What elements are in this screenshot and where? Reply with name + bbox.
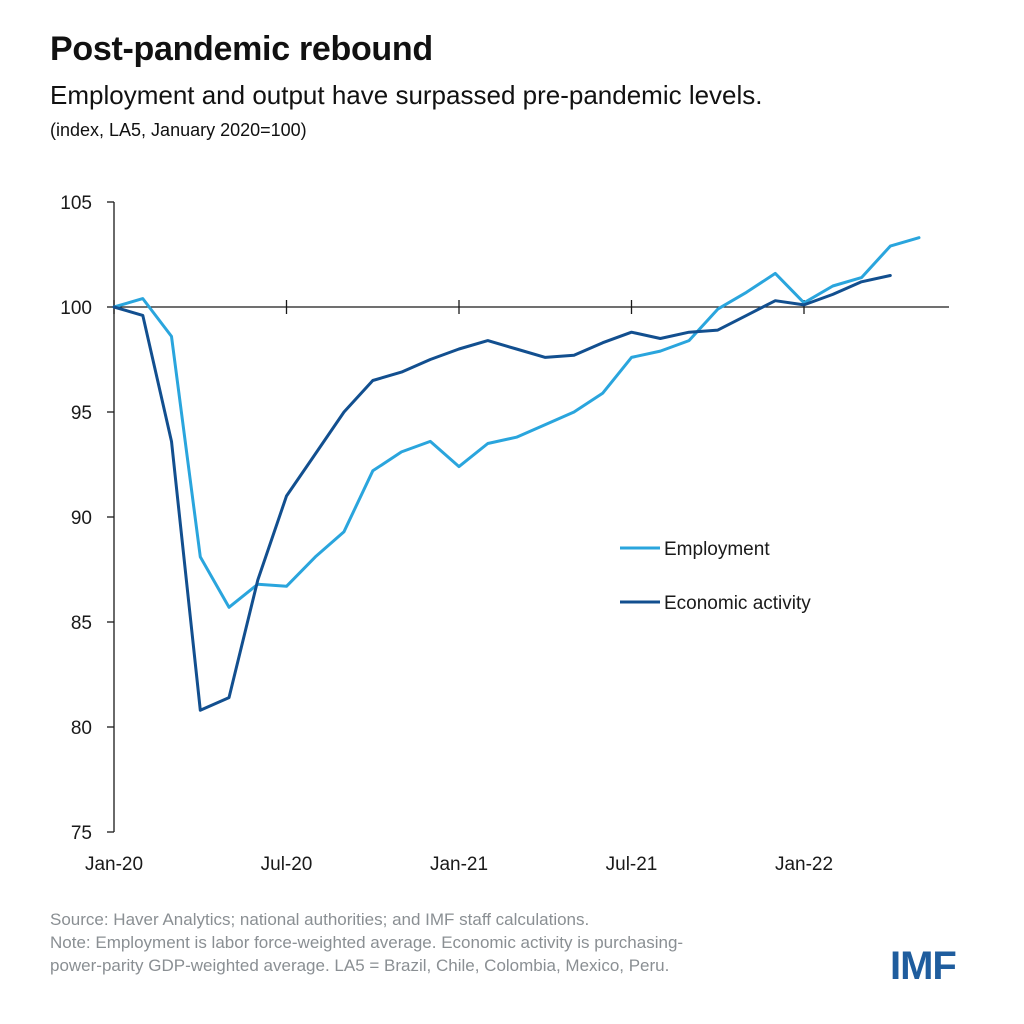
series-lines (112, 236, 921, 712)
y-tick-label-90: 90 (71, 508, 92, 529)
axes: 75 80 85 90 95 100 105 Jan-20 Jul-20 Jan-21 Jul-21… (60, 193, 949, 875)
note-line-2: power-parity GDP-weighted average. LA5 =… (50, 956, 670, 975)
x-tick-label-Jul-21: Jul-21 (606, 854, 658, 875)
legend: Employment Economic activity (620, 539, 811, 614)
chart-subtitle: Employment and output have surpassed pre… (50, 80, 763, 110)
note-line-1: Note: Employment is labor force-weighted… (50, 933, 684, 952)
legend-label-economic-activity: Economic activity (664, 593, 811, 614)
y-tick-label-100: 100 (60, 298, 92, 319)
series-line-economic-activity (112, 274, 892, 712)
y-tick-label-80: 80 (71, 718, 92, 739)
chart-units-note: (index, LA5, January 2020=100) (50, 120, 307, 140)
x-tick-label-Jan-21: Jan-21 (430, 854, 488, 875)
source-note: Source: Haver Analytics; national author… (50, 910, 590, 929)
y-tick-label-105: 105 (60, 193, 92, 214)
x-tick-label-Jan-22: Jan-22 (775, 854, 833, 875)
footnotes: Source: Haver Analytics; national author… (50, 908, 870, 977)
x-tick-label-Jul-20: Jul-20 (261, 854, 313, 875)
legend-label-employment: Employment (664, 539, 770, 560)
y-tick-label-85: 85 (71, 613, 92, 634)
y-tick-label-75: 75 (71, 823, 92, 844)
imf-logo: IMF (890, 944, 957, 988)
y-tick-label-95: 95 (71, 403, 92, 424)
series-line-employment (112, 236, 921, 609)
chart-title: Post-pandemic rebound (50, 30, 433, 68)
x-tick-label-Jan-20: Jan-20 (85, 854, 143, 875)
